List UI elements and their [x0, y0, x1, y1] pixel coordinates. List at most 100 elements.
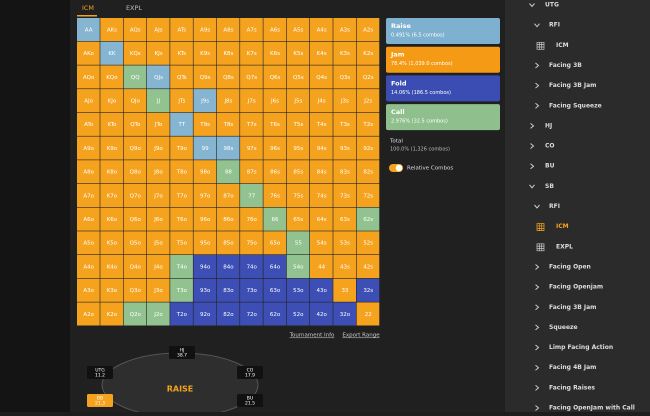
hand-cell[interactable] — [77, 231, 100, 255]
hand-cell[interactable] — [263, 302, 287, 326]
hand-cell[interactable] — [333, 65, 356, 89]
tree-item[interactable]: SB — [545, 183, 554, 190]
hand-cell[interactable] — [240, 207, 263, 231]
tab[interactable]: ICM — [82, 4, 94, 12]
hand-cell[interactable] — [100, 278, 123, 302]
hand-cell[interactable] — [356, 278, 380, 302]
hand-cell[interactable] — [356, 18, 380, 42]
hand-cell[interactable] — [170, 18, 193, 42]
hand-cell[interactable] — [286, 136, 310, 160]
hand-cell[interactable] — [123, 302, 147, 326]
hand-cell[interactable] — [100, 89, 123, 113]
hand-cell[interactable] — [146, 183, 170, 207]
hand-cell[interactable] — [240, 302, 263, 326]
hand-cell[interactable] — [216, 160, 240, 184]
hand-cell[interactable] — [356, 89, 380, 113]
hand-cell[interactable] — [263, 89, 287, 113]
hand-cell[interactable] — [310, 207, 333, 231]
tree-item[interactable]: Facing 4B Jam — [549, 364, 596, 371]
hand-cell[interactable] — [310, 136, 333, 160]
hand-cell[interactable] — [77, 89, 100, 113]
hand-cell[interactable] — [286, 160, 310, 184]
hand-cell[interactable] — [123, 18, 147, 42]
hand-cell[interactable] — [123, 112, 147, 136]
tree-item[interactable]: Facing 3B Jam — [549, 82, 596, 89]
hand-cell[interactable] — [240, 255, 263, 279]
hand-cell[interactable] — [77, 302, 100, 326]
hand-cell[interactable] — [263, 160, 287, 184]
hand-cell[interactable] — [146, 302, 170, 326]
hand-cell[interactable] — [286, 65, 310, 89]
hand-cell[interactable] — [146, 160, 170, 184]
hand-cell[interactable] — [333, 207, 356, 231]
hand-cell[interactable] — [310, 183, 333, 207]
hand-cell[interactable] — [310, 278, 333, 302]
hand-cell[interactable] — [286, 41, 310, 65]
tree-item[interactable]: CO — [545, 143, 555, 150]
hand-cell[interactable] — [193, 302, 217, 326]
hand-cell[interactable] — [216, 183, 240, 207]
hand-cell[interactable] — [193, 89, 217, 113]
hand-cell[interactable] — [77, 207, 100, 231]
hand-cell[interactable] — [286, 207, 310, 231]
hand-cell[interactable] — [123, 183, 147, 207]
hand-cell[interactable] — [193, 255, 217, 279]
hand-cell[interactable] — [263, 112, 287, 136]
hand-cell[interactable] — [286, 255, 310, 279]
hand-cell[interactable] — [146, 18, 170, 42]
hand-cell[interactable] — [170, 41, 193, 65]
hand-cell[interactable] — [356, 231, 380, 255]
hand-cell[interactable] — [77, 112, 100, 136]
hand-cell[interactable] — [263, 65, 287, 89]
hand-cell[interactable] — [356, 65, 380, 89]
tree-item[interactable]: Facing Raises — [549, 384, 595, 391]
hand-cell[interactable] — [193, 112, 217, 136]
hand-cell[interactable] — [356, 255, 380, 279]
hand-cell[interactable] — [100, 160, 123, 184]
hand-cell[interactable] — [240, 231, 263, 255]
hand-cell[interactable] — [77, 183, 100, 207]
hand-cell[interactable] — [310, 160, 333, 184]
hand-cell[interactable] — [240, 65, 263, 89]
tree-item[interactable]: Limp Facing Action — [549, 344, 613, 351]
hand-cell[interactable] — [333, 160, 356, 184]
hand-cell[interactable] — [170, 278, 193, 302]
hand-cell[interactable] — [216, 65, 240, 89]
hand-cell[interactable] — [263, 207, 287, 231]
hand-cell[interactable] — [333, 41, 356, 65]
hand-cell[interactable] — [286, 112, 310, 136]
hand-cell[interactable] — [263, 255, 287, 279]
hand-cell[interactable] — [216, 136, 240, 160]
hand-cell[interactable] — [240, 278, 263, 302]
hand-cell[interactable] — [100, 65, 123, 89]
hand-cell[interactable] — [123, 89, 147, 113]
hand-cell[interactable] — [123, 65, 147, 89]
tree-item[interactable]: BU — [545, 163, 555, 170]
tree-item[interactable]: ICM — [556, 42, 569, 49]
hand-cell[interactable] — [146, 231, 170, 255]
tree-item[interactable]: Squeeze — [549, 324, 578, 331]
hand-cell[interactable] — [146, 278, 170, 302]
hand-cell[interactable] — [216, 18, 240, 42]
hand-cell[interactable] — [123, 231, 147, 255]
tree-item[interactable]: Facing 3B Jam — [549, 304, 596, 311]
hand-cell[interactable] — [193, 65, 217, 89]
hand-cell[interactable] — [356, 207, 380, 231]
hand-cell[interactable] — [286, 18, 310, 42]
legend-card[interactable] — [386, 104, 500, 131]
tree-item[interactable]: HJ — [545, 122, 552, 129]
hand-cell[interactable] — [356, 41, 380, 65]
hand-cell[interactable] — [193, 18, 217, 42]
hand-cell[interactable] — [310, 231, 333, 255]
hand-cell[interactable] — [333, 89, 356, 113]
hand-cell[interactable] — [193, 207, 217, 231]
hand-cell[interactable] — [100, 41, 123, 65]
hand-cell[interactable] — [356, 302, 380, 326]
hand-cell[interactable] — [100, 18, 123, 42]
legend-card[interactable] — [386, 46, 500, 73]
hand-cell[interactable] — [100, 255, 123, 279]
tree-item[interactable]: Facing 3B — [549, 62, 582, 69]
hand-cell[interactable] — [216, 89, 240, 113]
hand-cell[interactable] — [77, 136, 100, 160]
legend-card[interactable] — [386, 75, 500, 102]
